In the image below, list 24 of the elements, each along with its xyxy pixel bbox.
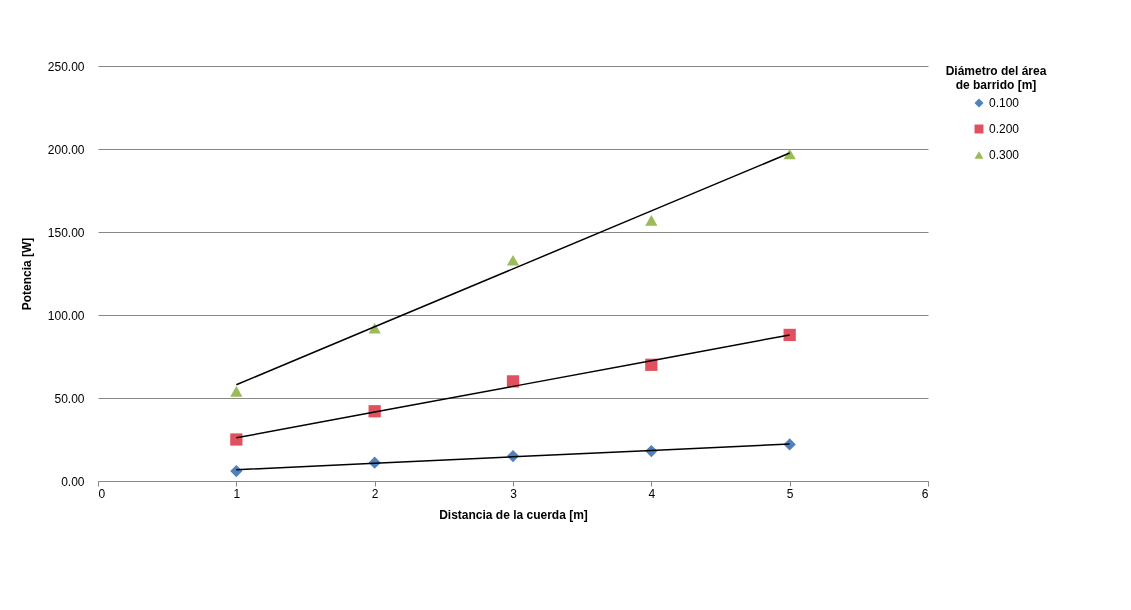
point [230, 433, 243, 446]
x-tick-label: 6 [921, 486, 929, 501]
legend-label: 0.200 [989, 122, 1020, 136]
y-tick-label: 50.00 [54, 391, 85, 406]
legend-label: 0.100 [989, 96, 1020, 110]
y-tick-label: 0.00 [61, 474, 85, 489]
point [645, 215, 658, 226]
x-tick-label: 1 [233, 486, 241, 501]
y-tick-label: 250.00 [47, 59, 85, 74]
x-tick-label: 4 [648, 486, 656, 501]
x-tick-label: 5 [786, 486, 794, 501]
y-axis-title: Potencia [W] [19, 237, 34, 311]
x-axis-title: Distancia de la cuerda [m] [439, 507, 588, 522]
x-tick-label: 0 [98, 486, 106, 501]
point [506, 254, 520, 266]
y-tick-label: 100.00 [47, 308, 85, 323]
y-tick-label: 200.00 [47, 142, 85, 157]
x-tick-label: 2 [371, 486, 379, 501]
legend-label: 0.300 [989, 148, 1020, 162]
point [783, 328, 796, 342]
y-tick-label: 150.00 [47, 225, 85, 240]
x-tick-label: 3 [510, 486, 518, 501]
point [230, 386, 243, 397]
legend-title: Diámetro del área de barrido [m] [945, 64, 1047, 92]
